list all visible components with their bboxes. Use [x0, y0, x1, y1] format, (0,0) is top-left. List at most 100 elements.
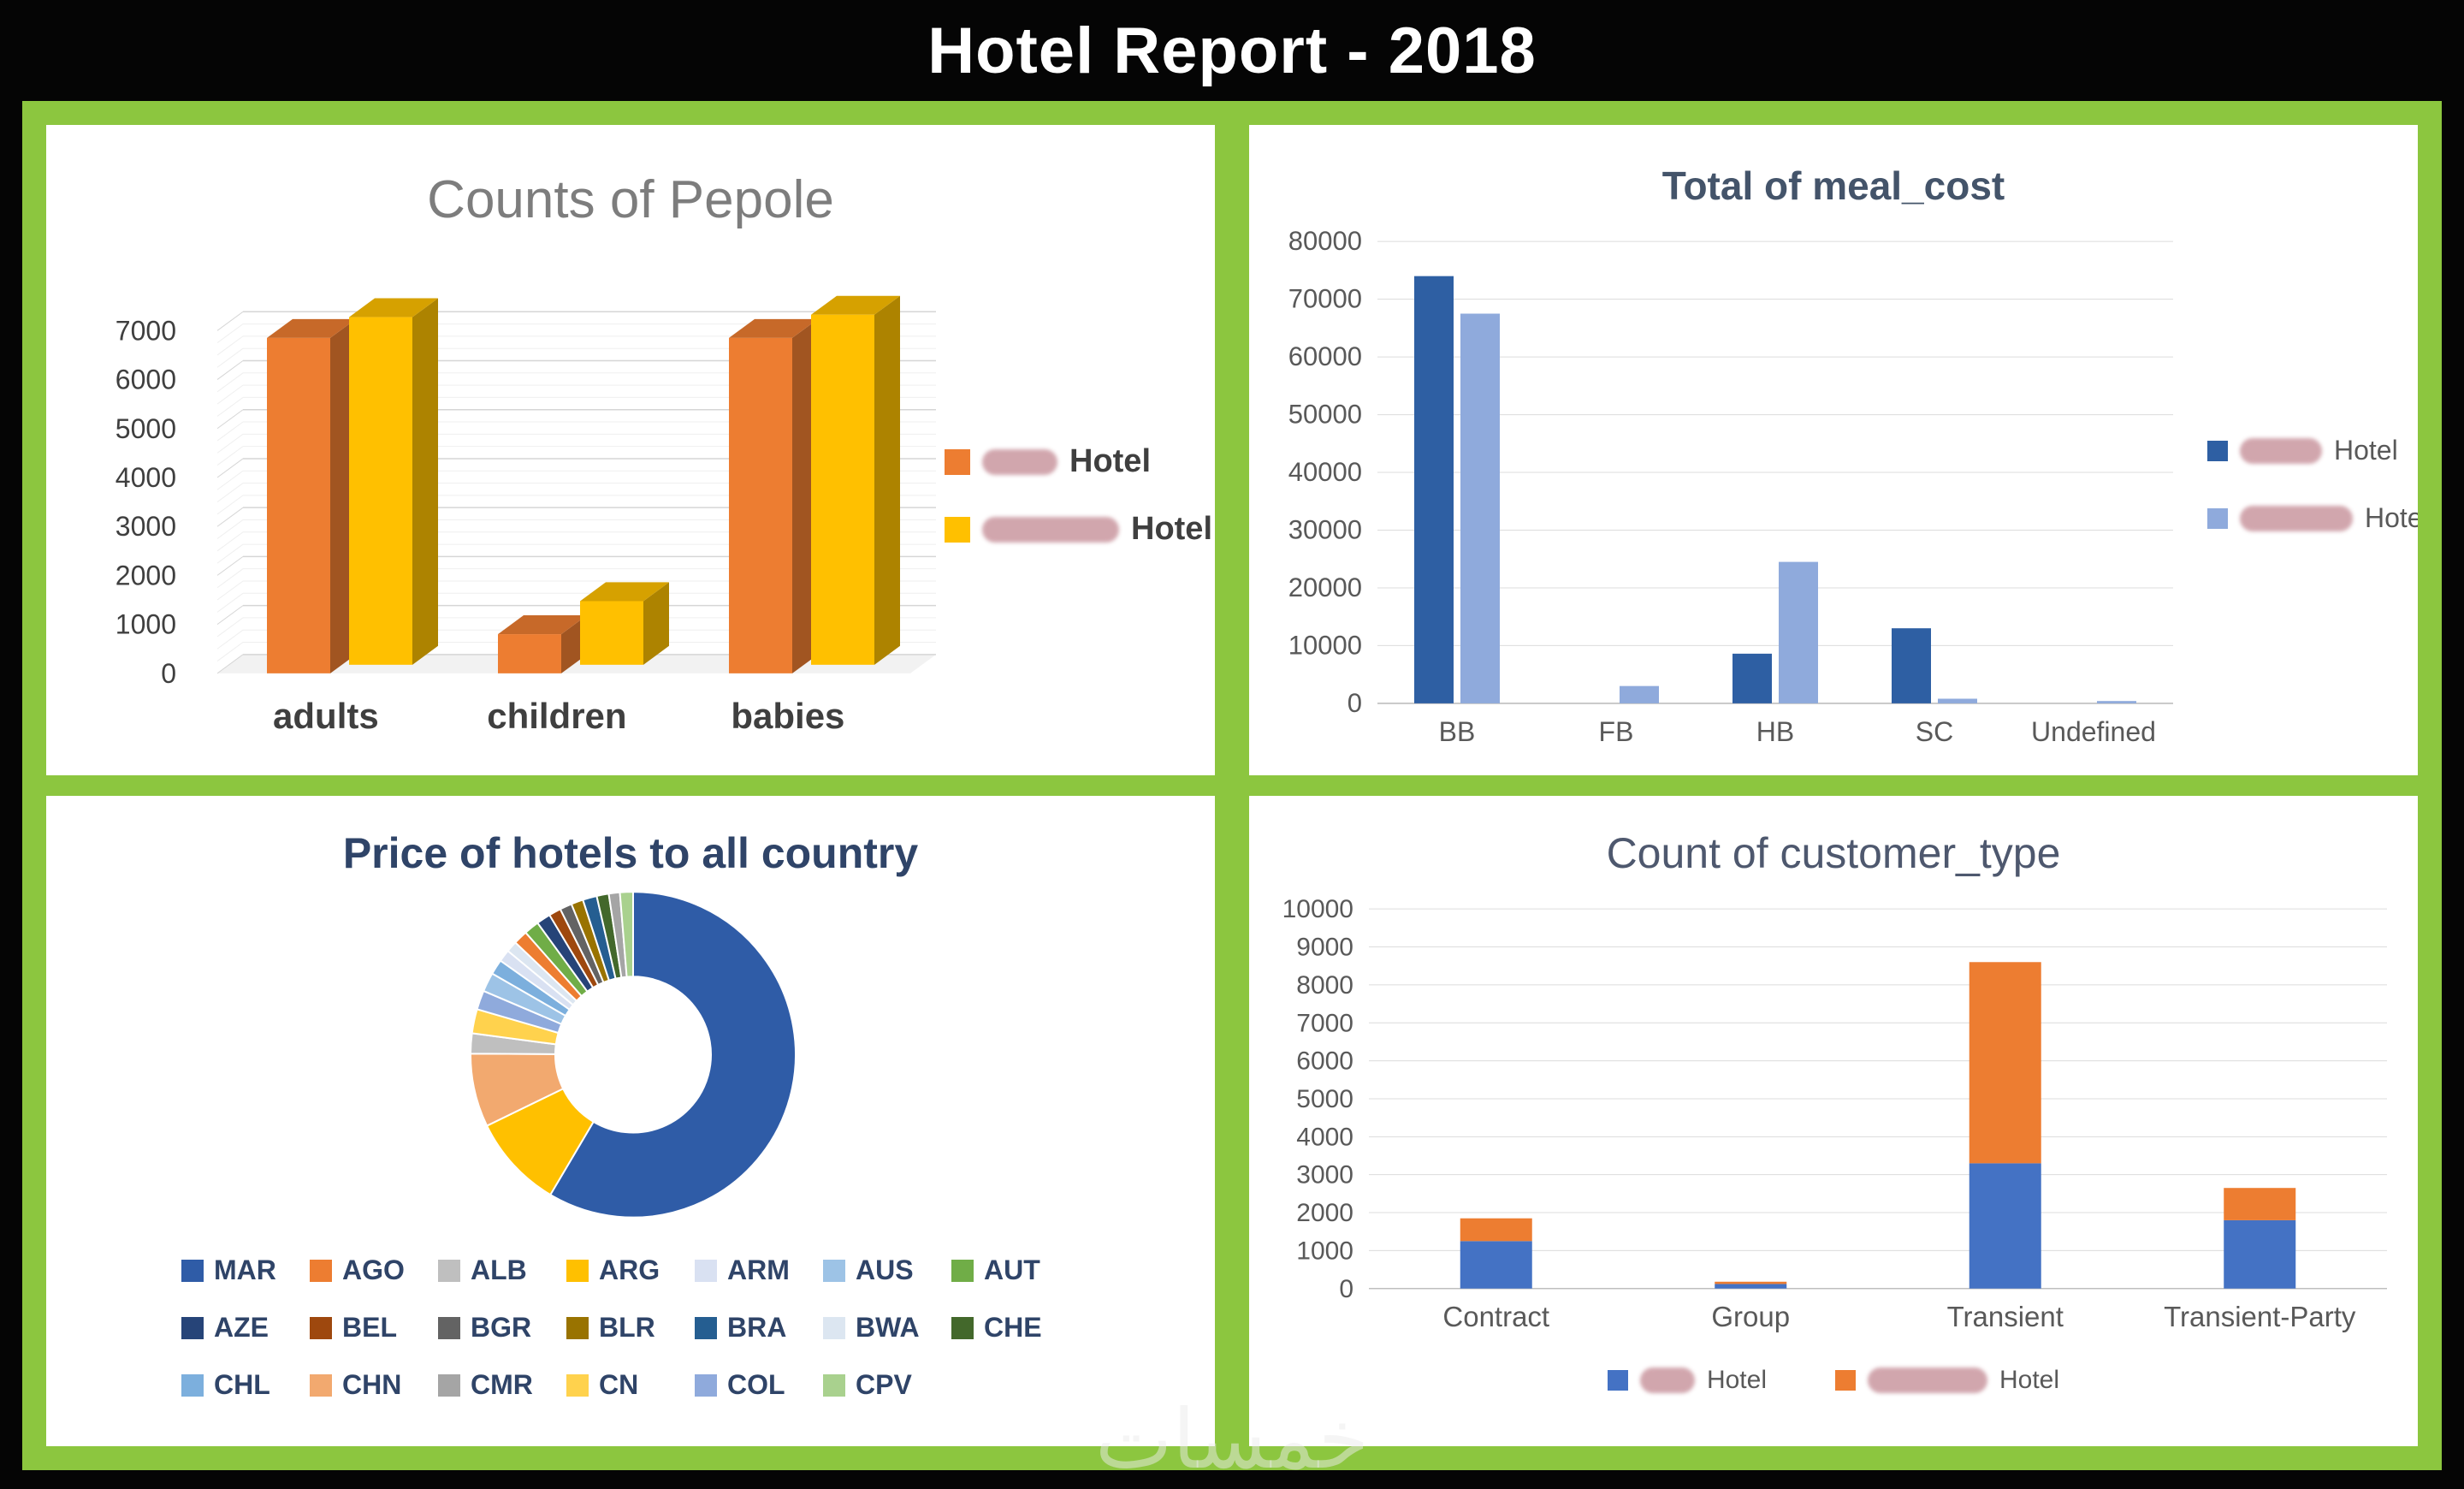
chart-text: 6000: [1296, 1047, 1353, 1076]
legend-label: ALB: [471, 1255, 527, 1285]
grid-line: [216, 458, 244, 478]
legend-label: ARM: [727, 1255, 790, 1285]
grid-line: [216, 592, 244, 613]
category-label: FB: [1599, 716, 1634, 747]
bar: [1732, 653, 1772, 703]
grid-line: [216, 483, 244, 502]
people-bar-chart: 0 1000 2000 3000 4000 5000 6000 7000 adults child…: [116, 295, 936, 736]
legend-swatch: [823, 1373, 845, 1397]
legend-swatch: [566, 1316, 589, 1339]
grid-line: [216, 446, 244, 466]
bar-side: [412, 298, 438, 665]
legend-label: CHN: [342, 1369, 402, 1400]
grid-line: [216, 397, 244, 417]
bar-top: [498, 615, 587, 635]
chart-text: 0: [1339, 1275, 1353, 1303]
grid-line: [216, 519, 244, 539]
chart-text: 30000: [1288, 514, 1362, 544]
legend-swatch: [945, 448, 970, 475]
bar: [498, 634, 561, 673]
chart-text: 20000: [1288, 572, 1362, 602]
grid-line: [216, 617, 244, 638]
category-label: children: [487, 696, 626, 736]
legend-label: MAR: [214, 1255, 276, 1285]
chart-text: 80000: [1288, 226, 1362, 256]
chart-text: 2000: [116, 560, 176, 590]
grid-line: [216, 323, 244, 344]
legend-item: CHN: [310, 1369, 438, 1401]
legend-item: Hotel: [945, 443, 1212, 480]
legend-swatch: [310, 1259, 332, 1282]
category-label: Group: [1711, 1301, 1790, 1332]
bar: [811, 314, 874, 665]
bar: [1460, 313, 1500, 703]
legend-item: BEL: [310, 1312, 438, 1344]
legend-item: BLR: [566, 1312, 695, 1344]
legend-label: COL: [727, 1369, 785, 1400]
grid-line: [216, 335, 244, 356]
legend-swatch: [438, 1373, 460, 1397]
legend-item: MAR: [181, 1255, 310, 1286]
chart-text: 7000: [116, 315, 176, 346]
legend-item: Hotel: [2207, 435, 2418, 466]
panel-meal-chart: Total of meal_cost 0 10000 20000 30000 40000…: [1249, 125, 2418, 775]
legend-swatch: [566, 1373, 589, 1397]
legend-swatch: [945, 516, 970, 543]
bar: [2097, 701, 2136, 703]
legend-item: COL: [695, 1369, 823, 1401]
category-label: Contract: [1442, 1301, 1549, 1332]
legend-item: CPV: [823, 1369, 951, 1401]
legend-swatch: [438, 1259, 460, 1282]
legend-item: BWA: [823, 1312, 951, 1344]
grid-line: [216, 531, 244, 552]
legend-item: AZE: [181, 1312, 310, 1344]
legend-item: BGR: [438, 1312, 566, 1344]
legend-item: ARG: [566, 1255, 695, 1286]
legend-label: CHL: [214, 1369, 270, 1400]
legend-people: Hotel Hotel: [945, 443, 1212, 548]
bar: [1938, 698, 1977, 703]
chart-text: 10000: [1288, 630, 1362, 660]
legend-swatch: [951, 1259, 974, 1282]
legend-label: BWA: [856, 1312, 920, 1343]
legend-label: AZE: [214, 1312, 269, 1343]
bar: [1969, 1163, 2041, 1289]
bar: [2224, 1188, 2296, 1220]
watermark: خمسات: [1094, 1391, 1370, 1487]
chart-text: 0: [161, 658, 176, 689]
category-label: adults: [273, 696, 379, 736]
category-label: SC: [1916, 716, 1953, 747]
bar: [1460, 1218, 1532, 1242]
bar: [1460, 1241, 1532, 1289]
grid-line: [216, 372, 244, 393]
legend-label: AUT: [984, 1255, 1040, 1285]
bar: [349, 317, 412, 665]
grid-line: [216, 311, 244, 331]
grid-line: [216, 433, 244, 454]
chart-text: 40000: [1288, 457, 1362, 487]
bar: [1414, 276, 1454, 703]
legend-item: ALB: [438, 1255, 566, 1286]
chart-text: 10000: [1282, 895, 1353, 923]
legend-item: AGO: [310, 1255, 438, 1286]
legend-label: BEL: [342, 1312, 397, 1343]
grid-line: [216, 642, 244, 661]
chart-text: 7000: [1296, 1009, 1353, 1037]
chart-title-people: Counts of Pepole: [427, 170, 834, 229]
bar: [1969, 962, 2041, 1164]
bar: [729, 337, 792, 673]
legend-item: CMR: [438, 1369, 566, 1401]
bar-top: [729, 318, 818, 338]
legend-label: CHE: [984, 1312, 1042, 1343]
redacted-hotel-name: [2240, 505, 2353, 531]
grid-line: [216, 654, 244, 674]
grid-line: [216, 605, 244, 626]
chart-text: 60000: [1288, 341, 1362, 371]
panel-price-chart: Price of hotels to all country MAR AGO ALB…: [46, 796, 1215, 1446]
panel-people-chart: Counts of Pepole 0 1000 2000 3000 4000 5000 60…: [46, 125, 1215, 775]
legend-label: AUS: [856, 1255, 914, 1285]
redacted-hotel-name: [982, 448, 1057, 475]
chart-text: 1000: [1296, 1237, 1353, 1265]
dashboard-frame: Counts of Pepole 0 1000 2000 3000 4000 5000 60…: [22, 101, 2442, 1470]
